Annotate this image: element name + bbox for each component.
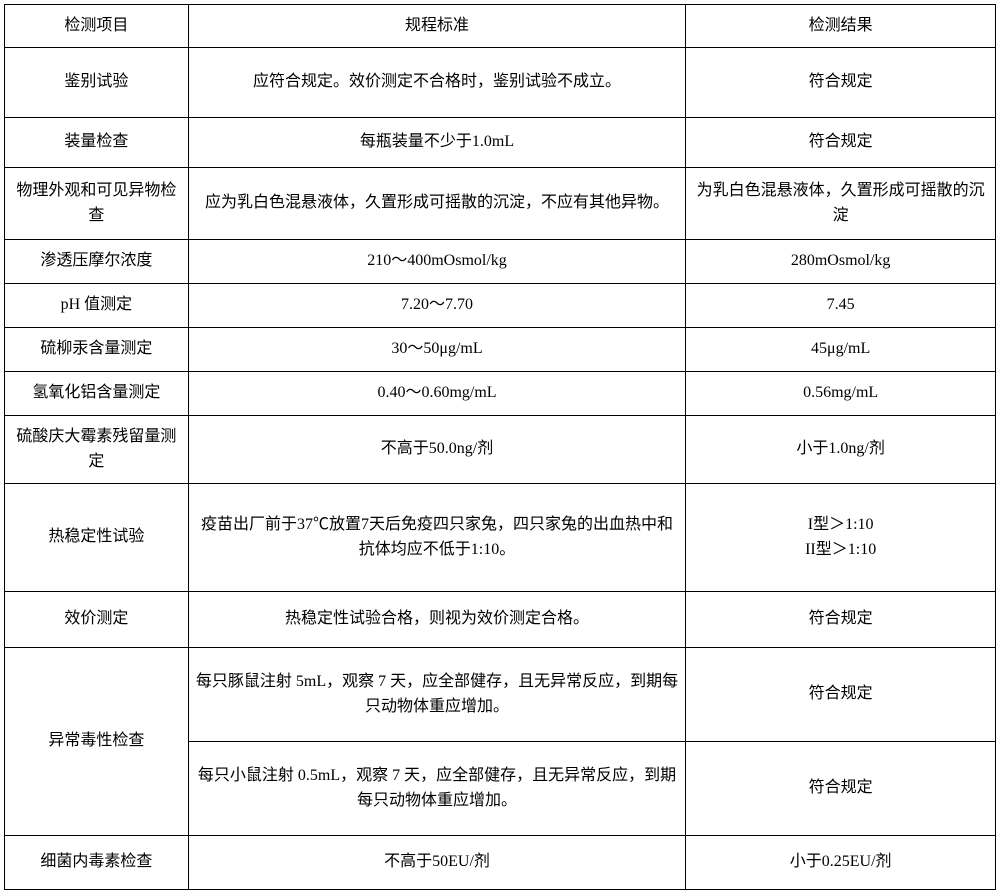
table-row: 物理外观和可见异物检查 应为乳白色混悬液体，久置形成可摇散的沉淀，不应有其他异物… (5, 167, 996, 239)
cell-item: 硫柳汞含量测定 (5, 327, 189, 371)
table-row: 渗透压摩尔浓度 210～400mOsmol/kg 280mOsmol/kg (5, 239, 996, 283)
cell-result: 符合规定 (686, 647, 996, 741)
header-standard: 规程标准 (188, 5, 686, 48)
cell-result: 45μg/mL (686, 327, 996, 371)
cell-standard: 7.20～7.70 (188, 283, 686, 327)
table-row: 细菌内毒素检查 不高于50EU/剂 小于0.25EU/剂 (5, 835, 996, 889)
cell-item: 效价测定 (5, 591, 189, 647)
cell-result: 7.45 (686, 283, 996, 327)
cell-standard: 30～50μg/mL (188, 327, 686, 371)
header-result: 检测结果 (686, 5, 996, 48)
cell-result: 小于1.0ng/剂 (686, 415, 996, 483)
table-header-row: 检测项目 规程标准 检测结果 (5, 5, 996, 48)
table-row: 硫柳汞含量测定 30～50μg/mL 45μg/mL (5, 327, 996, 371)
cell-item: 硫酸庆大霉素残留量测定 (5, 415, 189, 483)
header-item: 检测项目 (5, 5, 189, 48)
cell-result: 0.56mg/mL (686, 371, 996, 415)
cell-standard: 应符合规定。效价测定不合格时，鉴别试验不成立。 (188, 47, 686, 117)
inspection-table: 检测项目 规程标准 检测结果 鉴别试验 应符合规定。效价测定不合格时，鉴别试验不… (4, 4, 996, 890)
cell-standard: 不高于50.0ng/剂 (188, 415, 686, 483)
cell-result: 符合规定 (686, 47, 996, 117)
table-row: 热稳定性试验 疫苗出厂前于37℃放置7天后免疫四只家兔，四只家兔的出血热中和抗体… (5, 483, 996, 591)
cell-item: 异常毒性检查 (5, 647, 189, 835)
table-row: 装量检查 每瓶装量不少于1.0mL 符合规定 (5, 117, 996, 167)
table-row: 效价测定 热稳定性试验合格，则视为效价测定合格。 符合规定 (5, 591, 996, 647)
table-row: 鉴别试验 应符合规定。效价测定不合格时，鉴别试验不成立。 符合规定 (5, 47, 996, 117)
cell-standard: 210～400mOsmol/kg (188, 239, 686, 283)
cell-item: 物理外观和可见异物检查 (5, 167, 189, 239)
cell-standard: 每只豚鼠注射 5mL，观察 7 天，应全部健存，且无异常反应，到期每只动物体重应… (188, 647, 686, 741)
cell-standard: 每只小鼠注射 0.5mL，观察 7 天，应全部健存，且无异常反应，到期每只动物体… (188, 741, 686, 835)
cell-result: 符合规定 (686, 741, 996, 835)
cell-item: 装量检查 (5, 117, 189, 167)
table-row: pH 值测定 7.20～7.70 7.45 (5, 283, 996, 327)
cell-item: pH 值测定 (5, 283, 189, 327)
table-row: 硫酸庆大霉素残留量测定 不高于50.0ng/剂 小于1.0ng/剂 (5, 415, 996, 483)
cell-item: 渗透压摩尔浓度 (5, 239, 189, 283)
cell-result: 为乳白色混悬液体，久置形成可摇散的沉淀 (686, 167, 996, 239)
cell-result: 小于0.25EU/剂 (686, 835, 996, 889)
cell-result: 280mOsmol/kg (686, 239, 996, 283)
cell-item: 热稳定性试验 (5, 483, 189, 591)
cell-item: 氢氧化铝含量测定 (5, 371, 189, 415)
cell-result: I型＞1:10 II型＞1:10 (686, 483, 996, 591)
cell-result: 符合规定 (686, 117, 996, 167)
cell-standard: 不高于50EU/剂 (188, 835, 686, 889)
cell-result: 符合规定 (686, 591, 996, 647)
cell-standard: 每瓶装量不少于1.0mL (188, 117, 686, 167)
cell-standard: 应为乳白色混悬液体，久置形成可摇散的沉淀，不应有其他异物。 (188, 167, 686, 239)
cell-standard: 热稳定性试验合格，则视为效价测定合格。 (188, 591, 686, 647)
cell-standard: 疫苗出厂前于37℃放置7天后免疫四只家兔，四只家兔的出血热中和抗体均应不低于1:… (188, 483, 686, 591)
cell-item: 鉴别试验 (5, 47, 189, 117)
cell-item: 细菌内毒素检查 (5, 835, 189, 889)
cell-standard: 0.40～0.60mg/mL (188, 371, 686, 415)
table-row: 氢氧化铝含量测定 0.40～0.60mg/mL 0.56mg/mL (5, 371, 996, 415)
table-row: 异常毒性检查 每只豚鼠注射 5mL，观察 7 天，应全部健存，且无异常反应，到期… (5, 647, 996, 741)
